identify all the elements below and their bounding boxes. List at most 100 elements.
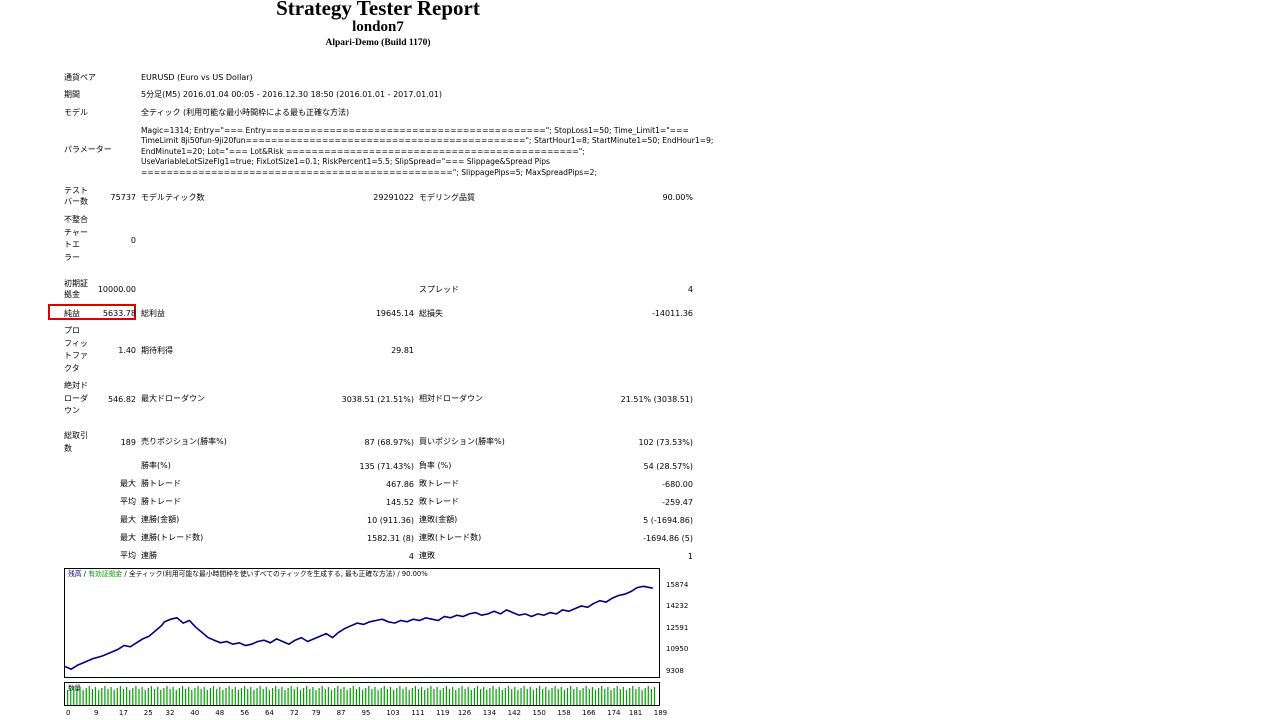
volume-bar bbox=[318, 688, 320, 705]
x-tick-label: 189 bbox=[653, 709, 668, 717]
volume-bar bbox=[529, 687, 531, 705]
x-tick-label: 134 bbox=[482, 709, 497, 717]
volume-bar bbox=[150, 686, 152, 705]
volume-bar bbox=[613, 688, 615, 705]
volume-bar bbox=[545, 687, 547, 705]
volume-bar bbox=[511, 689, 513, 705]
volume-bar bbox=[85, 688, 87, 705]
y-tick-label: 12591 bbox=[666, 623, 689, 632]
balance-line bbox=[64, 585, 653, 671]
x-tick-label: 181 bbox=[628, 709, 643, 717]
volume-bar bbox=[256, 688, 258, 705]
volume-bar bbox=[647, 686, 649, 705]
volume-bar bbox=[281, 687, 283, 705]
volume-bar bbox=[203, 687, 205, 705]
volume-bar bbox=[98, 690, 100, 705]
abs-drawdown-value: 546.82 bbox=[108, 395, 136, 404]
spread-label: スプレッド bbox=[419, 285, 459, 294]
volume-bar bbox=[625, 690, 628, 705]
volume-bar bbox=[253, 690, 255, 705]
volume-bar bbox=[79, 687, 81, 705]
consec-wins-money-value: 10 (911.36) bbox=[367, 516, 414, 525]
mismatch-label: 不整合 チャー トエ ラー bbox=[64, 215, 88, 262]
volume-bar bbox=[371, 689, 373, 705]
volume-bar bbox=[271, 688, 274, 705]
rel-drawdown-value: 21.51% (3038.51) bbox=[620, 395, 693, 404]
volume-bar bbox=[166, 686, 168, 705]
volume-bar bbox=[421, 687, 423, 705]
volume-bar bbox=[116, 688, 118, 705]
x-tick-label: 64 bbox=[265, 709, 274, 717]
volume-bar bbox=[362, 690, 364, 705]
symbol-label: 通貨ペア bbox=[64, 73, 96, 82]
volume-bar bbox=[514, 687, 516, 705]
x-tick-label: 40 bbox=[190, 709, 200, 717]
volume-bar bbox=[290, 686, 292, 705]
volume-bar bbox=[573, 689, 575, 705]
volume-bar bbox=[197, 686, 199, 705]
volume-bar bbox=[470, 690, 472, 705]
volume-bar bbox=[169, 689, 171, 705]
volume-label: 数量 bbox=[68, 683, 82, 692]
largest-loss-value: -680.00 bbox=[662, 480, 693, 489]
volume-bar bbox=[495, 689, 497, 705]
total-trades-label: 総取引 数 bbox=[64, 431, 88, 453]
volume-bar bbox=[532, 690, 534, 705]
chart-legend: 残高 / 有効証拠金 / 全ティック(利用可能な最小時間枠を使いすべてのティック… bbox=[68, 570, 428, 579]
volume-bar bbox=[396, 688, 398, 705]
volume-bar bbox=[480, 689, 482, 705]
volume-bar bbox=[389, 687, 392, 705]
volume-bar bbox=[144, 690, 146, 705]
consec-profit-label: 連勝(トレード数) bbox=[141, 533, 204, 542]
volume-bar bbox=[129, 690, 131, 705]
volume-bar bbox=[539, 686, 541, 705]
params-value: Magic=1314; Entry="=== Entry============… bbox=[141, 126, 714, 177]
long-positions-label: 買いポジション(勝率%) bbox=[419, 437, 505, 446]
volume-bar bbox=[414, 686, 416, 705]
volume-bar bbox=[526, 689, 528, 705]
volume-bar bbox=[523, 686, 525, 705]
consec-loss-value: -1694.86 (5) bbox=[643, 534, 693, 543]
ticks-label: モデルティック数 bbox=[141, 193, 205, 202]
largest-win-label: 勝トレード bbox=[141, 479, 181, 488]
bars-label: テスト バー数 bbox=[64, 186, 88, 206]
rel-drawdown-label: 相対ドローダウン bbox=[419, 394, 483, 403]
volume-bar bbox=[334, 688, 336, 705]
win-trades-value: 135 (71.43%) bbox=[359, 462, 414, 471]
volume-bar bbox=[185, 689, 187, 705]
avg-consec-wins-value: 4 bbox=[408, 552, 414, 561]
volume-bar bbox=[327, 687, 329, 705]
volume-bar bbox=[209, 688, 211, 705]
avg-consec-losses-label: 連敗 bbox=[419, 551, 435, 560]
net-profit-highlight bbox=[48, 304, 136, 320]
x-tick-label: 166 bbox=[582, 709, 596, 717]
volume-bar bbox=[222, 690, 224, 705]
volume-bar bbox=[464, 689, 466, 705]
expected-payoff-value: 29.81 bbox=[391, 346, 414, 355]
volume-bar bbox=[228, 686, 230, 705]
legend-sep-1: / bbox=[81, 570, 89, 578]
consec-losses-money-label: 連敗(金額) bbox=[419, 515, 458, 524]
avg-consec-word: 平均 bbox=[120, 551, 136, 560]
volume-bar bbox=[424, 690, 426, 705]
volume-bar bbox=[417, 689, 420, 705]
volume-bar bbox=[309, 689, 311, 705]
volume-bar bbox=[448, 689, 451, 705]
volume-bar bbox=[153, 689, 156, 705]
volume-bar bbox=[560, 687, 562, 705]
volume-bar bbox=[244, 686, 246, 705]
volume-bar bbox=[175, 690, 177, 705]
x-tick-label: 72 bbox=[289, 709, 299, 717]
volume-bar bbox=[616, 686, 618, 705]
volume-bar bbox=[368, 686, 370, 705]
profit-factor-label: プロ フィッ トファ クタ bbox=[64, 326, 88, 373]
balance-chart bbox=[64, 568, 660, 678]
volume-bar bbox=[535, 688, 538, 705]
volume-bar bbox=[237, 690, 239, 705]
volume-bar bbox=[76, 689, 78, 705]
volume-bar bbox=[200, 689, 202, 705]
volume-bar bbox=[548, 690, 550, 705]
volume-bar bbox=[299, 690, 302, 705]
volume-bar bbox=[206, 690, 208, 705]
mismatch-value: 0 bbox=[130, 236, 136, 245]
